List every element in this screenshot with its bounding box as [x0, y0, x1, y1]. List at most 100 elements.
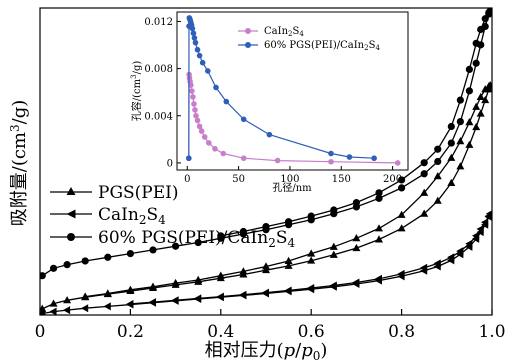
pgs-pei-desorption-point [420, 188, 429, 196]
series-cain2s4 [40, 210, 492, 315]
legend-item-pgs-pei: PGS(PEI) [50, 183, 179, 203]
inset-x-axis-ticks: 0 50 100 150 200 [184, 166, 402, 185]
60pct-pgs-pei-cain2s4-adsorption-point [375, 194, 383, 202]
pgs-pei-desorption-point [307, 249, 316, 257]
series-pgs-pei [40, 81, 492, 312]
inset-x-tick-label: 150 [332, 174, 351, 185]
pgs-pei-desorption-point [484, 82, 492, 90]
cain2s4-adsorption-point [49, 307, 57, 315]
inset-60pct-pgs-pei-cain2s4-point [186, 155, 192, 162]
inset-series-group [186, 15, 401, 166]
inset-60pct-pgs-pei-cain2s4-point [213, 84, 219, 91]
60pct-pgs-pei-cain2s4-adsorption-point [398, 184, 406, 192]
60pct-pgs-pei-cain2s4-desorption-point [307, 212, 315, 220]
pgs-pei-adsorption-point [63, 296, 72, 304]
60pct-pgs-pei-cain2s4-adsorption-point [149, 246, 157, 254]
inset-y-tick-label: 0.012 [144, 17, 173, 28]
inset-60pct-pgs-pei-cain2s4-point [371, 155, 377, 162]
pgs-pei-desorption-point [433, 172, 442, 180]
inset-cain2s4-point [240, 155, 247, 162]
main-legend: PGS(PEI) CaIn2S4 60% PGS(PEI)/CaIn2S4 [50, 183, 296, 250]
pgs-pei-desorption-point [171, 278, 180, 287]
legend-item-cain2s4: CaIn2S4 [50, 205, 166, 227]
pgs-pei-adsorption-line [42, 85, 491, 310]
inset-cain2s4-point [196, 123, 203, 130]
60pct-pgs-pei-cain2s4-desorption-point [352, 199, 360, 207]
cain2s4-adsorption-point [81, 304, 89, 313]
inset-series-60pct-pgs-pei-cain2s4 [186, 15, 377, 162]
inset-cain2s4-point [192, 107, 198, 113]
inset-cain2s4-point [198, 128, 205, 134]
main-x-axis-label: 相对压力(p/p0) [205, 340, 328, 363]
inset-cain2s4-point [190, 94, 196, 100]
main-x-tick-label: 0.2 [117, 322, 144, 342]
cain2s4-desorption-point [484, 212, 492, 221]
pgs-pei-adsorption-point [472, 122, 481, 131]
60pct-pgs-pei-cain2s4-adsorption-point [81, 257, 89, 265]
inset-cain2s4-point [212, 145, 218, 152]
60pct-pgs-pei-cain2s4-desorption-point [434, 145, 442, 153]
inset-cain2s4-point [189, 88, 195, 94]
inset-cain2s4-point [193, 112, 199, 119]
pgs-pei-desorption-point [476, 92, 485, 101]
60pct-pgs-pei-cain2s4-desorption-point [398, 176, 406, 184]
main-x-tick-label: 0.6 [298, 322, 325, 342]
60pct-pgs-pei-cain2s4-adsorption-point [63, 261, 71, 269]
inset-y-axis-label: 孔容/(cm3/g) [130, 61, 143, 122]
pgs-pei-adsorption-point [465, 140, 474, 148]
60pct-pgs-pei-cain2s4-desorption-point [472, 39, 480, 47]
pgs-pei-desorption-point [239, 267, 248, 275]
cain2s4-adsorption-point [40, 309, 46, 315]
60pct-pgs-pei-cain2s4-desorption-point [239, 227, 247, 236]
inset-cain2s4-point [328, 158, 334, 165]
cain2s4-desorption-point [481, 218, 489, 227]
svg-text:PGS(PEI): PGS(PEI) [98, 183, 179, 203]
pgs-pei-desorption-point [194, 275, 203, 284]
pgs-pei-adsorption-point [262, 265, 270, 274]
60pct-pgs-pei-cain2s4-desorption-point [217, 232, 225, 240]
inset-legend-item-cain2s4: CaIn2S4 [238, 26, 304, 38]
pgs-pei-adsorption-point [329, 250, 338, 258]
60pct-pgs-pei-cain2s4-adsorption-point [472, 59, 480, 67]
cain2s4-desorption-point [148, 298, 156, 307]
pgs-pei-desorption-point [472, 102, 481, 110]
inset-y-tick-label: 0.008 [144, 64, 173, 75]
cain2s4-desorption-point [239, 290, 247, 299]
60pct-pgs-pei-cain2s4-desorption-point [477, 25, 485, 34]
main-series-group [40, 8, 492, 315]
inset-60pct-pgs-pei-cain2s4-point [192, 39, 199, 46]
svg-text:CaIn2S4: CaIn2S4 [98, 205, 166, 227]
inset-60pct-pgs-pei-cain2s4-point [196, 52, 203, 59]
pgs-pei-desorption-point [352, 234, 361, 242]
pgs-pei-desorption-point [103, 289, 112, 297]
cain2s4-desorption-point [456, 247, 464, 256]
pgs-pei-adsorption-point [433, 196, 442, 204]
pgs-pei-desorption-point [465, 118, 474, 126]
60pct-pgs-pei-cain2s4-desorption-point [465, 65, 473, 73]
cain2s4-adsorption-line [42, 213, 491, 315]
cain2s4-desorption-point [397, 269, 405, 278]
60pct-pgs-pei-cain2s4-adsorption-point [40, 272, 46, 280]
svg-text:60% PGS(PEI)/CaIn2S4: 60% PGS(PEI)/CaIn2S4 [264, 40, 380, 52]
cain2s4-desorption-point [194, 294, 202, 303]
inset-x-tick-label: 200 [383, 174, 402, 185]
60pct-pgs-pei-cain2s4-adsorption-point [447, 139, 455, 147]
pgs-pei-desorption-point [397, 210, 406, 218]
main-x-tick-label: 0 [35, 322, 46, 342]
inset-60pct-pgs-pei-cain2s4-point [240, 116, 247, 123]
cain2s4-desorption-point [447, 253, 455, 262]
inset-60pct-pgs-pei-cain2s4-point [205, 68, 211, 74]
legend-marker-triangle-up [66, 187, 76, 195]
60pct-pgs-pei-cain2s4-desorption-point [456, 96, 464, 104]
main-x-tick-label: 0.8 [388, 322, 415, 342]
pgs-pei-desorption-point [481, 85, 490, 93]
legend-item-60pct-pgs-pei-cain2s4: 60% PGS(PEI)/CaIn2S4 [50, 228, 296, 250]
inset-cain2s4-point [191, 101, 197, 107]
60pct-pgs-pei-cain2s4-adsorption-point [434, 157, 442, 166]
pgs-pei-adsorption-point [476, 109, 485, 117]
inset-cain2s4-point [201, 134, 208, 140]
cain2s4-desorption-point [471, 231, 480, 240]
inset-60pct-pgs-pei-cain2s4-point [266, 131, 273, 138]
60pct-pgs-pei-cain2s4-desorption-point [481, 15, 489, 23]
inset-x-tick-label: 50 [232, 174, 245, 185]
